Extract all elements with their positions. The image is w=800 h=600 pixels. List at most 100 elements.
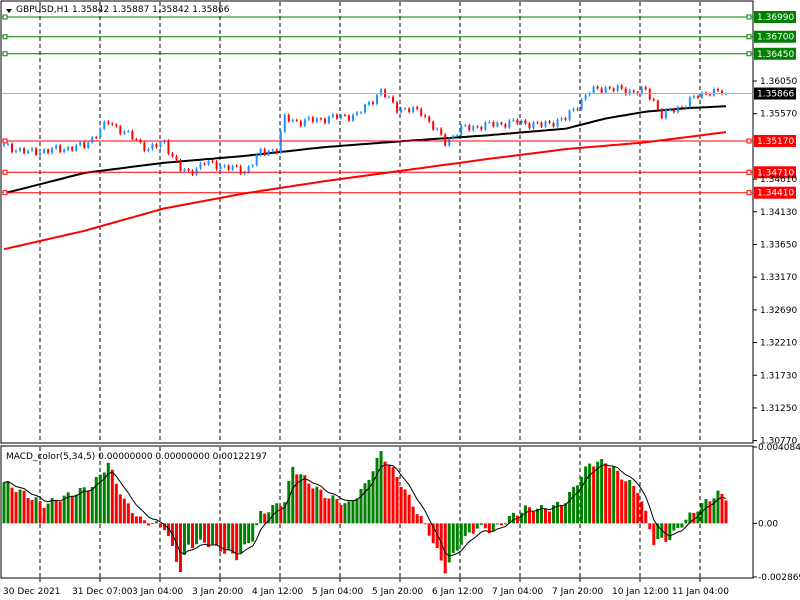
- level-handle-right[interactable]: [746, 190, 752, 196]
- macd-histogram-bar: [62, 495, 66, 524]
- macd-histogram-bar: [564, 503, 568, 524]
- macd-histogram-bar: [475, 523, 479, 529]
- candle-body: [468, 125, 471, 131]
- level-handle-right[interactable]: [746, 34, 752, 40]
- level-handle-left[interactable]: [2, 14, 8, 20]
- macd-histogram-bar: [279, 506, 283, 524]
- macd-histogram-bar: [515, 515, 519, 524]
- candle-body: [275, 149, 278, 153]
- moving-average-slow: [3, 131, 727, 251]
- candle-body: [83, 142, 86, 148]
- candle-body: [592, 86, 595, 93]
- candle-body: [215, 161, 218, 170]
- level-price-label: 1.36700: [757, 33, 794, 43]
- level-handle-right[interactable]: [746, 14, 752, 20]
- level-handle-left[interactable]: [2, 138, 8, 144]
- level-handle-left[interactable]: [2, 190, 8, 196]
- level-handle-right[interactable]: [746, 138, 752, 144]
- level-handle-right[interactable]: [746, 169, 752, 175]
- candle-body: [512, 119, 515, 121]
- x-tick-label: 3 Jan 04:00: [132, 587, 184, 597]
- macd-histogram-bar: [126, 503, 130, 524]
- macd-histogram-bar: [219, 523, 223, 552]
- macd-histogram-bar: [407, 494, 411, 524]
- collapse-triangle-icon[interactable]: [6, 9, 12, 13]
- candle-body: [263, 149, 266, 155]
- x-tick-label: 6 Jan 12:00: [432, 587, 484, 597]
- macd-histogram-bar: [46, 503, 50, 524]
- macd-histogram-bar: [295, 474, 299, 524]
- candle-body: [211, 161, 214, 163]
- macd-histogram-bar: [652, 523, 656, 545]
- macd-histogram-bar: [479, 523, 483, 525]
- macd-histogram-bar: [535, 508, 539, 524]
- x-tick-label: 31 Dec 07:00: [72, 587, 133, 597]
- macd-histogram-bar: [592, 466, 596, 524]
- macd-histogram-bar: [712, 498, 716, 524]
- macd-histogram-bar: [98, 474, 102, 524]
- macd-histogram-bar: [399, 486, 403, 524]
- macd-histogram-bar: [247, 523, 251, 544]
- candle-body: [359, 112, 362, 114]
- candle-body: [3, 144, 5, 146]
- candle-body: [548, 121, 551, 124]
- macd-histogram-bar: [576, 485, 580, 524]
- candle-body: [107, 121, 110, 124]
- macd-histogram-bar: [239, 523, 243, 554]
- level-price-badge: [754, 30, 796, 43]
- candle-body: [319, 118, 322, 120]
- y-tick-label: 1.31250: [760, 404, 797, 414]
- macd-histogram-bar: [572, 486, 576, 524]
- y-tick-label: 1.30770: [760, 437, 797, 447]
- macd-histogram-bar: [114, 483, 118, 524]
- candle-body: [347, 115, 350, 121]
- candle-body: [207, 161, 210, 165]
- macd-histogram-bar: [419, 516, 423, 524]
- candle-body: [584, 95, 587, 100]
- candle-body: [416, 107, 419, 109]
- macd-histogram-bar: [351, 500, 355, 524]
- macd-histogram-bar: [142, 520, 146, 524]
- candle-body: [612, 88, 615, 91]
- candle-body: [47, 149, 50, 153]
- macd-histogram-bar: [644, 510, 648, 524]
- level-handle-right[interactable]: [746, 51, 752, 57]
- level-handle-left[interactable]: [2, 34, 8, 40]
- macd-histogram-bar: [467, 523, 471, 533]
- candle-body: [672, 109, 675, 113]
- candle-body: [335, 114, 338, 119]
- candle-body: [480, 126, 483, 130]
- macd-histogram-bar: [580, 476, 584, 524]
- macd-histogram-bar: [235, 523, 239, 561]
- macd-histogram-bar: [154, 521, 158, 524]
- candle-body: [472, 126, 475, 131]
- macd-histogram-bar: [371, 471, 375, 524]
- macd-histogram-bar: [596, 461, 600, 524]
- candle-body: [652, 99, 655, 101]
- candle-body: [692, 96, 695, 98]
- macd-histogram-bar: [30, 500, 34, 524]
- candle-body: [600, 88, 603, 93]
- candle-body: [464, 125, 467, 127]
- level-handle-left[interactable]: [2, 169, 8, 175]
- macd-histogram-bar: [628, 479, 632, 524]
- macd-histogram-bar: [255, 523, 259, 526]
- candle-body: [31, 148, 34, 151]
- macd-histogram-bar: [471, 523, 475, 534]
- candle-body: [251, 164, 254, 167]
- candle-body: [400, 108, 403, 113]
- macd-histogram-bar: [243, 523, 247, 545]
- macd-histogram-bar: [34, 497, 38, 524]
- candle-body: [536, 122, 539, 124]
- level-price-badge: [754, 166, 796, 179]
- candle-body: [195, 168, 198, 175]
- macd-histogram-bar: [483, 523, 487, 529]
- candle-body: [396, 102, 399, 113]
- candle-body: [700, 92, 703, 98]
- candle-body: [524, 120, 527, 124]
- macd-histogram-bar: [487, 523, 491, 534]
- level-price-badge: [754, 47, 796, 60]
- y-tick-label: 1.36050: [760, 77, 797, 87]
- level-handle-left[interactable]: [2, 51, 8, 57]
- candle-body: [235, 165, 238, 167]
